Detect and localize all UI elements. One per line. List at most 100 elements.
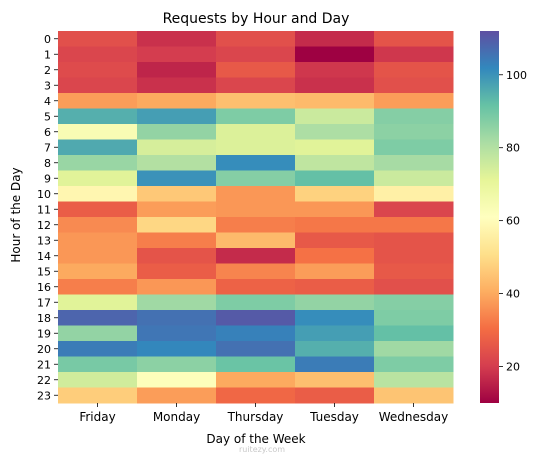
heatmap-cell <box>137 387 217 404</box>
chart-title: Requests by Hour and Day <box>163 11 350 27</box>
y-tick-label: 15 <box>37 265 51 278</box>
heatmap-cell <box>58 341 138 357</box>
colorbar-tick-label: 60 <box>506 215 520 228</box>
heatmap-cell <box>137 341 217 357</box>
colorbar-tick-label: 100 <box>506 69 527 82</box>
heatmap-cell <box>58 170 138 187</box>
heatmap-cell <box>374 325 454 342</box>
heatmap-cell <box>374 372 454 388</box>
y-tick-label: 13 <box>37 234 51 247</box>
heatmap-cell <box>137 201 217 218</box>
heatmap-cell <box>295 232 375 249</box>
y-tick-label: 2 <box>44 64 51 77</box>
x-tick-label: Monday <box>153 410 200 424</box>
y-tick-label: 23 <box>37 389 51 402</box>
heatmap-cell <box>374 341 454 357</box>
heatmap-cell <box>216 263 296 280</box>
heatmap-cell <box>374 31 454 47</box>
heatmap-cell <box>374 108 454 125</box>
heatmap-cell <box>58 310 138 326</box>
heatmap-cell <box>295 325 375 342</box>
heatmap-cell <box>295 108 375 125</box>
heatmap-cell <box>374 294 454 311</box>
heatmap-cell <box>137 139 217 156</box>
heatmap-cell <box>295 201 375 218</box>
heatmap-cell <box>58 263 138 280</box>
heatmap-cell <box>137 62 217 78</box>
heatmap-cell <box>58 186 138 202</box>
heatmap-cell <box>295 139 375 156</box>
heatmap-cell <box>216 325 296 342</box>
heatmap-cell <box>374 62 454 78</box>
heatmap-cell <box>374 279 454 295</box>
watermark: ruitezy.com <box>239 445 285 454</box>
heatmap-cell <box>58 124 138 140</box>
y-tick-label: 14 <box>37 250 51 263</box>
x-axis: Friday Monday Thursday Tuesday Wednesday <box>79 403 448 424</box>
colorbar-tick-label: 40 <box>506 288 520 301</box>
heatmap-cell <box>295 186 375 202</box>
heatmap-cell <box>216 341 296 357</box>
heatmap-cell <box>295 279 375 295</box>
heatmap-cell <box>137 77 217 94</box>
heatmap-cell <box>58 294 138 311</box>
heatmap-cell <box>295 124 375 140</box>
heatmap-cell <box>374 310 454 326</box>
y-tick-label: 10 <box>37 188 51 201</box>
heatmap-cell <box>137 232 217 249</box>
heatmap-cell <box>137 248 217 264</box>
y-tick-label: 17 <box>37 296 51 309</box>
colorbar-tick-label: 80 <box>506 142 520 155</box>
heatmap-cell <box>216 124 296 140</box>
heatmap-cell <box>137 46 217 63</box>
heatmap-cell <box>216 310 296 326</box>
heatmap-cell <box>58 62 138 78</box>
heatmap-cell <box>295 62 375 78</box>
heatmap-cell <box>374 232 454 249</box>
y-tick-label: 16 <box>37 281 51 294</box>
y-tick-label: 5 <box>44 110 51 123</box>
heatmap-cell <box>295 341 375 357</box>
heatmap-cell <box>58 46 138 63</box>
y-tick-label: 0 <box>44 33 51 46</box>
heatmap-cell <box>58 108 138 125</box>
heatmap-cell <box>374 356 454 373</box>
heatmap-cell <box>295 77 375 94</box>
heatmap-cell <box>137 93 217 109</box>
y-tick-label: 21 <box>37 358 51 371</box>
heatmap-cell <box>295 372 375 388</box>
heatmap-cell <box>58 139 138 156</box>
colorbar: 20 40 60 80 100 <box>480 31 527 403</box>
heatmap-cell <box>295 93 375 109</box>
heatmap-cell <box>137 108 217 125</box>
heatmap-cell <box>295 387 375 404</box>
heatmap-cell <box>137 279 217 295</box>
heatmap-cell <box>137 124 217 140</box>
colorbar-gradient <box>480 31 499 403</box>
y-tick-label: 18 <box>37 312 51 325</box>
heatmap-cell <box>216 279 296 295</box>
heatmap-cell <box>216 201 296 218</box>
heatmap-cell <box>295 294 375 311</box>
y-tick-label: 7 <box>44 141 51 154</box>
heatmap-cells <box>58 31 454 404</box>
heatmap-cell <box>374 139 454 156</box>
heatmap-cell <box>137 217 217 233</box>
y-axis-label: Hour of the Day <box>9 167 23 262</box>
heatmap-cell <box>137 155 217 171</box>
heatmap-cell <box>58 356 138 373</box>
heatmap-cell <box>137 294 217 311</box>
heatmap-cell <box>216 31 296 47</box>
heatmap-cell <box>137 31 217 47</box>
y-tick-label: 3 <box>44 79 51 92</box>
heatmap-cell <box>58 31 138 47</box>
heatmap-cell <box>58 217 138 233</box>
x-tick-label: Tuesday <box>309 410 359 424</box>
heatmap-cell <box>374 155 454 171</box>
colorbar-tick-label: 20 <box>506 361 520 374</box>
heatmap-cell <box>374 46 454 63</box>
heatmap-cell <box>137 356 217 373</box>
heatmap-cell <box>216 294 296 311</box>
y-tick-label: 4 <box>44 95 51 108</box>
